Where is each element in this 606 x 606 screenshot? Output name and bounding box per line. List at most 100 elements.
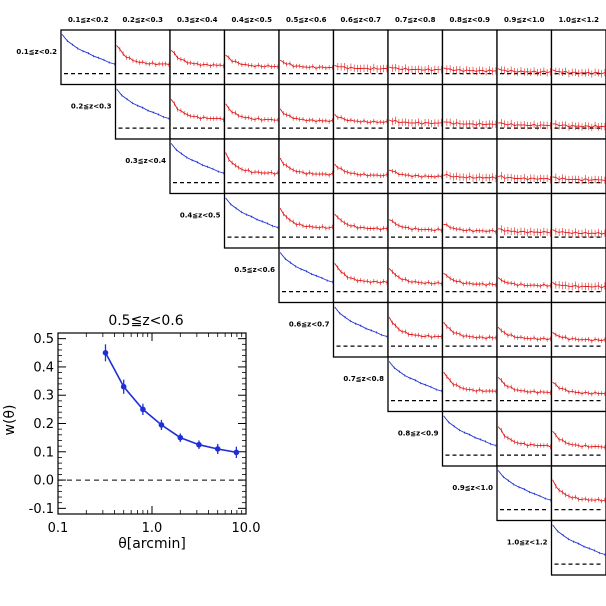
panel-3-6 — [387, 192, 444, 249]
x-tick-label: 10.0 — [232, 521, 261, 536]
inset-data-point — [120, 383, 127, 390]
panel-3-8 — [496, 192, 553, 249]
column-label: 0.4≦z<0.5 — [231, 16, 272, 24]
panel-frame — [496, 301, 553, 358]
panel-0-5 — [332, 29, 389, 86]
panel-frame — [550, 519, 606, 576]
panel-frame — [496, 410, 553, 467]
panel-frame — [550, 138, 606, 195]
panel-frame — [496, 356, 553, 413]
inset-data-point — [177, 434, 184, 441]
panel-frame — [223, 83, 280, 140]
panel-frame — [387, 138, 444, 195]
panel-6-9 — [550, 356, 606, 413]
y-tick-label: 0.0 — [33, 474, 54, 489]
inset-title: 0.5≦z<0.6 — [108, 313, 183, 329]
row-label: 0.6≦z<0.7 — [289, 321, 330, 329]
panel-frame — [550, 356, 606, 413]
inset-xlabel: θ[arcmin] — [118, 536, 186, 552]
inset-data-point — [233, 449, 240, 456]
row-label: 0.9≦z<1.0 — [452, 484, 493, 492]
panel-4-9 — [550, 247, 606, 304]
panel-2-2 — [169, 138, 226, 195]
panel-frame — [387, 356, 444, 413]
panel-0-2 — [169, 29, 226, 86]
panel-4-6 — [387, 247, 444, 304]
panel-1-2 — [169, 83, 226, 140]
y-tick-label: 0.1 — [33, 445, 54, 460]
panel-1-7 — [441, 83, 498, 140]
panel-frame — [60, 29, 117, 86]
panel-frame — [441, 247, 498, 304]
panel-frame — [223, 29, 280, 86]
panel-6-7 — [441, 356, 498, 413]
panel-0-6 — [387, 29, 444, 86]
panel-frame — [496, 465, 553, 522]
column-label: 0.5≦z<0.6 — [286, 16, 327, 24]
panel-6-6 — [387, 356, 444, 413]
row-label: 0.5≦z<0.6 — [234, 266, 275, 274]
panel-0-8 — [496, 29, 553, 86]
panel-frame — [550, 410, 606, 467]
panel-5-6 — [387, 301, 444, 358]
panel-frame — [441, 29, 498, 86]
y-tick-label: 0.4 — [33, 360, 54, 375]
y-tick-label: 0.2 — [33, 417, 54, 432]
column-label: 0.6≦z<0.7 — [340, 16, 381, 24]
column-label: 1.0≦z<1.2 — [558, 16, 599, 24]
panel-frame — [496, 29, 553, 86]
inset-plot: 0.5≦z<0.6 θ[arcmin] w(θ) 0.5 0.4 0.3 0.2 0.1… — [2, 313, 260, 552]
panel-frame — [441, 138, 498, 195]
panel-frame — [441, 83, 498, 140]
panel-frame — [332, 138, 389, 195]
y-tick-label: -0.1 — [29, 502, 54, 517]
panel-frame — [278, 247, 335, 304]
panel-9-9 — [550, 519, 606, 576]
inset-series-line — [104, 352, 237, 454]
panel-2-8 — [496, 138, 553, 195]
row-label: 0.4≦z<0.5 — [180, 212, 221, 220]
panel-frame — [550, 301, 606, 358]
inset-ylabel: w(θ) — [2, 405, 18, 436]
panel-0-0 — [60, 29, 117, 86]
column-label: 0.7≦z<0.8 — [395, 16, 436, 24]
inset-frame — [57, 332, 247, 515]
panel-frame — [550, 247, 606, 304]
panel-1-9 — [550, 83, 606, 140]
panel-2-9 — [550, 138, 606, 195]
panel-frame — [114, 29, 171, 86]
panel-frame — [550, 83, 606, 140]
panel-1-3 — [223, 83, 280, 140]
panel-2-3 — [223, 138, 280, 195]
panel-4-8 — [496, 247, 553, 304]
panel-frame — [441, 410, 498, 467]
panel-5-5 — [332, 301, 389, 358]
panel-3-9 — [550, 192, 606, 249]
panel-frame — [496, 192, 553, 249]
panel-frame — [169, 83, 226, 140]
panel-frame — [332, 83, 389, 140]
column-label: 0.8≦z<0.9 — [449, 16, 490, 24]
inset-data-point — [158, 422, 165, 428]
panel-frame — [223, 138, 280, 195]
panel-frame — [550, 465, 606, 522]
panel-2-4 — [278, 138, 335, 195]
panel-0-1 — [114, 29, 171, 86]
column-label: 0.3≦z<0.4 — [177, 16, 218, 24]
row-label: 1.0≦z<1.2 — [507, 539, 548, 547]
panel-4-7 — [441, 247, 498, 304]
panel-0-4 — [278, 29, 335, 86]
panel-frame — [169, 138, 226, 195]
panel-frame — [496, 83, 553, 140]
panel-1-4 — [278, 83, 335, 140]
panel-5-7 — [441, 301, 498, 358]
panel-7-9 — [550, 410, 606, 467]
inset-data-point — [196, 441, 202, 448]
panel-frame — [441, 356, 498, 413]
x-tick-label: 1.0 — [142, 521, 163, 536]
row-label: 0.3≦z<0.4 — [125, 157, 166, 165]
inset-data-point — [102, 349, 109, 356]
panel-6-8 — [496, 356, 553, 413]
panel-2-6 — [387, 138, 444, 195]
panel-2-7 — [441, 138, 498, 195]
